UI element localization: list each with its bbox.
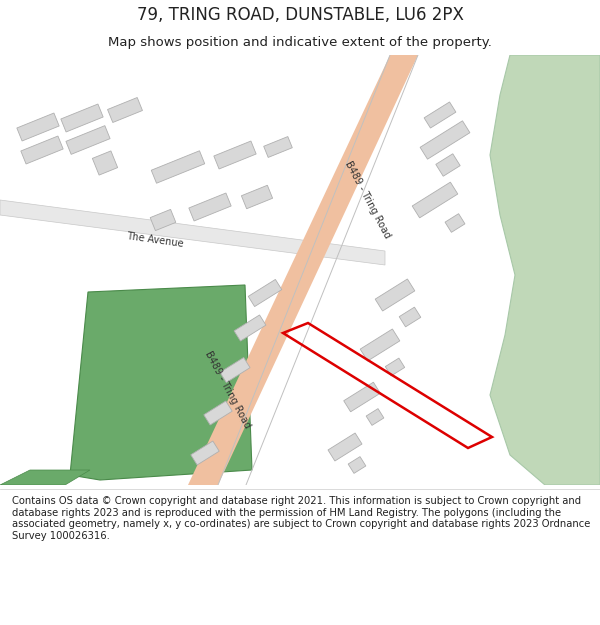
Text: 79, TRING ROAD, DUNSTABLE, LU6 2PX: 79, TRING ROAD, DUNSTABLE, LU6 2PX bbox=[137, 6, 463, 24]
Polygon shape bbox=[385, 358, 404, 376]
Polygon shape bbox=[189, 193, 231, 221]
Polygon shape bbox=[490, 55, 600, 485]
Polygon shape bbox=[191, 441, 219, 465]
Polygon shape bbox=[445, 214, 465, 232]
Text: The Avenue: The Avenue bbox=[126, 231, 184, 249]
Polygon shape bbox=[366, 409, 384, 426]
Polygon shape bbox=[151, 151, 205, 183]
Polygon shape bbox=[92, 151, 118, 175]
Polygon shape bbox=[188, 55, 418, 485]
Polygon shape bbox=[61, 104, 103, 132]
Polygon shape bbox=[70, 285, 252, 480]
Polygon shape bbox=[375, 279, 415, 311]
Polygon shape bbox=[220, 357, 250, 382]
Polygon shape bbox=[436, 154, 460, 176]
Polygon shape bbox=[241, 185, 272, 209]
Polygon shape bbox=[66, 126, 110, 154]
Polygon shape bbox=[150, 209, 176, 231]
Text: B489 - Tring Road: B489 - Tring Road bbox=[203, 349, 253, 431]
Polygon shape bbox=[263, 137, 292, 158]
Polygon shape bbox=[204, 401, 232, 425]
Polygon shape bbox=[348, 457, 366, 473]
Polygon shape bbox=[234, 315, 266, 341]
Polygon shape bbox=[360, 329, 400, 361]
Polygon shape bbox=[399, 307, 421, 327]
Polygon shape bbox=[328, 433, 362, 461]
Polygon shape bbox=[424, 102, 456, 128]
Text: Map shows position and indicative extent of the property.: Map shows position and indicative extent… bbox=[108, 36, 492, 49]
Polygon shape bbox=[344, 382, 380, 412]
Polygon shape bbox=[412, 182, 458, 218]
Polygon shape bbox=[214, 141, 256, 169]
Polygon shape bbox=[0, 470, 90, 485]
Polygon shape bbox=[0, 200, 385, 265]
Polygon shape bbox=[248, 279, 282, 307]
Polygon shape bbox=[420, 121, 470, 159]
Polygon shape bbox=[107, 98, 142, 122]
Polygon shape bbox=[17, 113, 59, 141]
Polygon shape bbox=[21, 136, 63, 164]
Text: Contains OS data © Crown copyright and database right 2021. This information is : Contains OS data © Crown copyright and d… bbox=[12, 496, 590, 541]
Text: B489 - Tring Road: B489 - Tring Road bbox=[343, 159, 392, 241]
